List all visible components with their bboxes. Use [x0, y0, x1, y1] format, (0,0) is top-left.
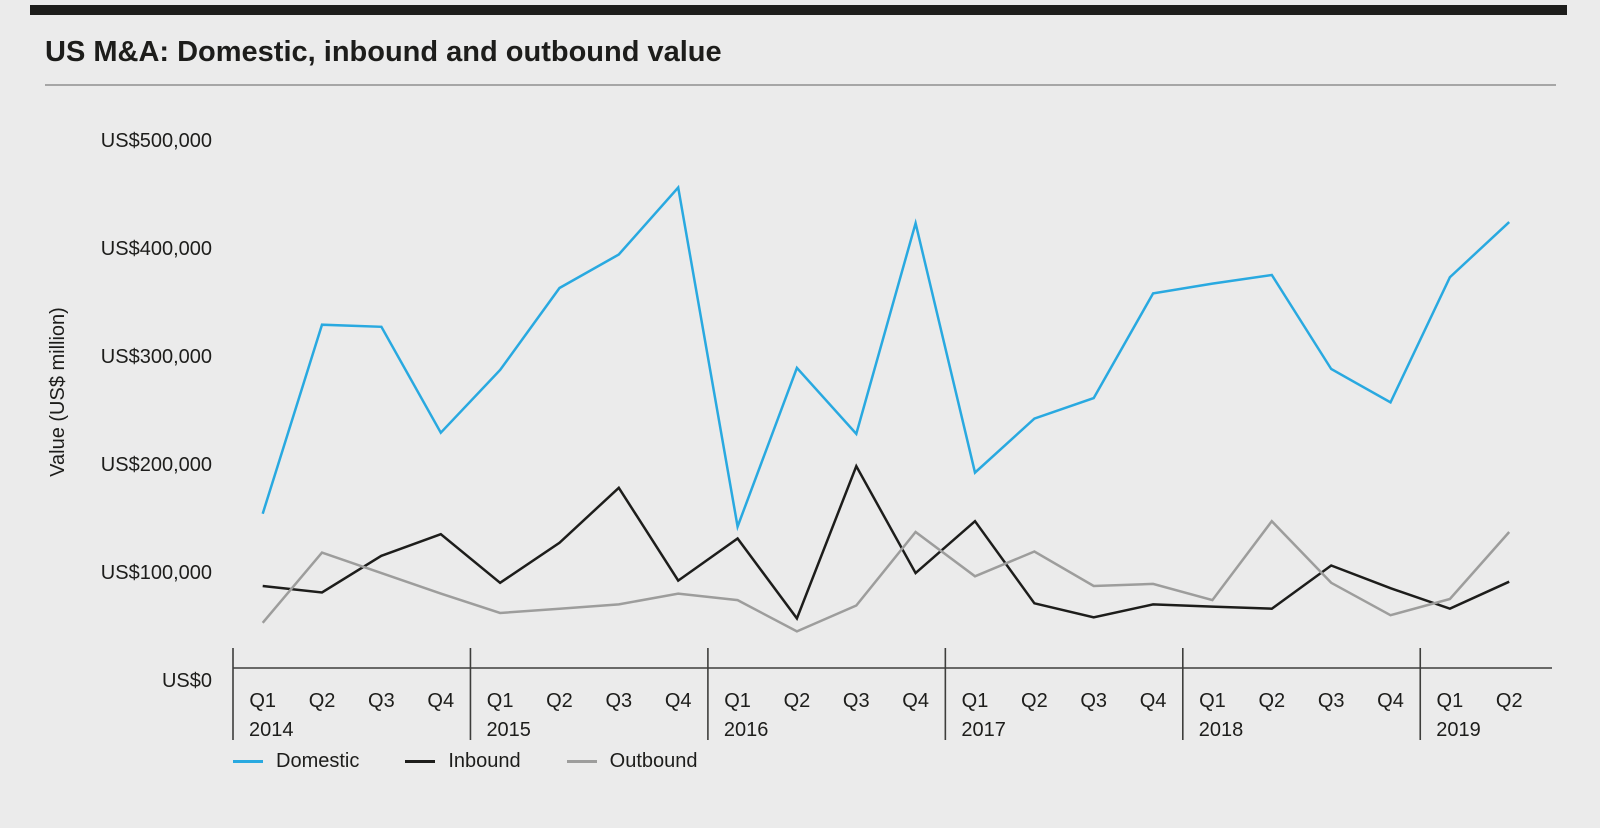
- legend-label-outbound: Outbound: [609, 749, 698, 772]
- y-axis-tick-label: US$500,000: [101, 130, 212, 152]
- inbound-series-line: [262, 463, 1510, 621]
- year-label: 2019: [1436, 719, 1481, 741]
- y-axis-tick-label: US$400,000: [101, 238, 212, 260]
- quarter-label: Q4: [427, 690, 454, 712]
- y-axis-title: Value (US$ million): [47, 307, 69, 477]
- legend-item-outbound: Outbound: [566, 749, 698, 773]
- quarter-label: Q4: [902, 690, 929, 712]
- legend-item-domestic: Domestic: [233, 750, 359, 773]
- top-rule-bar: [30, 5, 1567, 15]
- quarter-label: Q2: [546, 690, 573, 712]
- quarter-label: Q2: [1496, 690, 1523, 712]
- outbound-line-swatch-icon: [566, 759, 597, 763]
- quarter-label: Q4: [1377, 690, 1404, 712]
- page-title: US M&A: Domestic, inbound and outbound v…: [45, 36, 722, 68]
- series-layer: [261, 184, 1511, 633]
- y-axis-tick-label: US$100,000: [101, 562, 212, 584]
- quarter-label: Q3: [368, 690, 395, 712]
- legend-label-domestic: Domestic: [276, 749, 360, 772]
- legend-item-inbound: Inbound: [405, 749, 521, 773]
- axis-layer: [232, 648, 1552, 740]
- year-label: 2018: [1199, 719, 1244, 741]
- quarter-label: Q1: [724, 690, 751, 712]
- year-label: 2015: [486, 719, 531, 741]
- domestic-line-swatch-icon: [233, 759, 263, 763]
- quarter-label: Q3: [1318, 690, 1345, 712]
- quarter-label: Q2: [1258, 690, 1285, 712]
- quarter-label: Q2: [784, 690, 811, 712]
- quarter-label: Q2: [309, 690, 336, 712]
- quarter-label: Q3: [1080, 690, 1107, 712]
- domestic-series-line: [261, 184, 1511, 532]
- quarter-label: Q1: [487, 690, 514, 712]
- inbound-line-swatch-icon: [405, 759, 436, 763]
- quarter-label: Q4: [665, 690, 692, 712]
- year-label: 2016: [724, 719, 769, 741]
- axis-label-layer: 2014 Q1 Q2 Q3 Q4 2015 Q1 Q2 Q3 Q4 2016 Q1 Q2 Q3 Q4 2017…: [101, 130, 1523, 741]
- y-axis-tick-label: US$200,000: [101, 454, 212, 476]
- quarter-label: Q3: [605, 690, 632, 712]
- title-divider: [45, 84, 1556, 86]
- legend-label-inbound: Inbound: [448, 749, 521, 772]
- chart-legend: Domestic Inbound Outbound: [233, 749, 698, 773]
- year-label: 2014: [249, 719, 294, 741]
- quarter-label: Q1: [1437, 690, 1464, 712]
- quarter-label: Q1: [249, 690, 276, 712]
- outbound-series-line: [261, 519, 1511, 633]
- year-label: 2017: [961, 719, 1006, 741]
- quarter-label: Q1: [962, 690, 989, 712]
- quarter-label: Q3: [843, 690, 870, 712]
- quarter-label: Q2: [1021, 690, 1048, 712]
- y-axis-tick-label: US$0: [162, 670, 212, 692]
- quarter-label: Q1: [1199, 690, 1226, 712]
- y-axis-tick-label: US$300,000: [101, 346, 212, 368]
- quarter-label: Q4: [1140, 690, 1167, 712]
